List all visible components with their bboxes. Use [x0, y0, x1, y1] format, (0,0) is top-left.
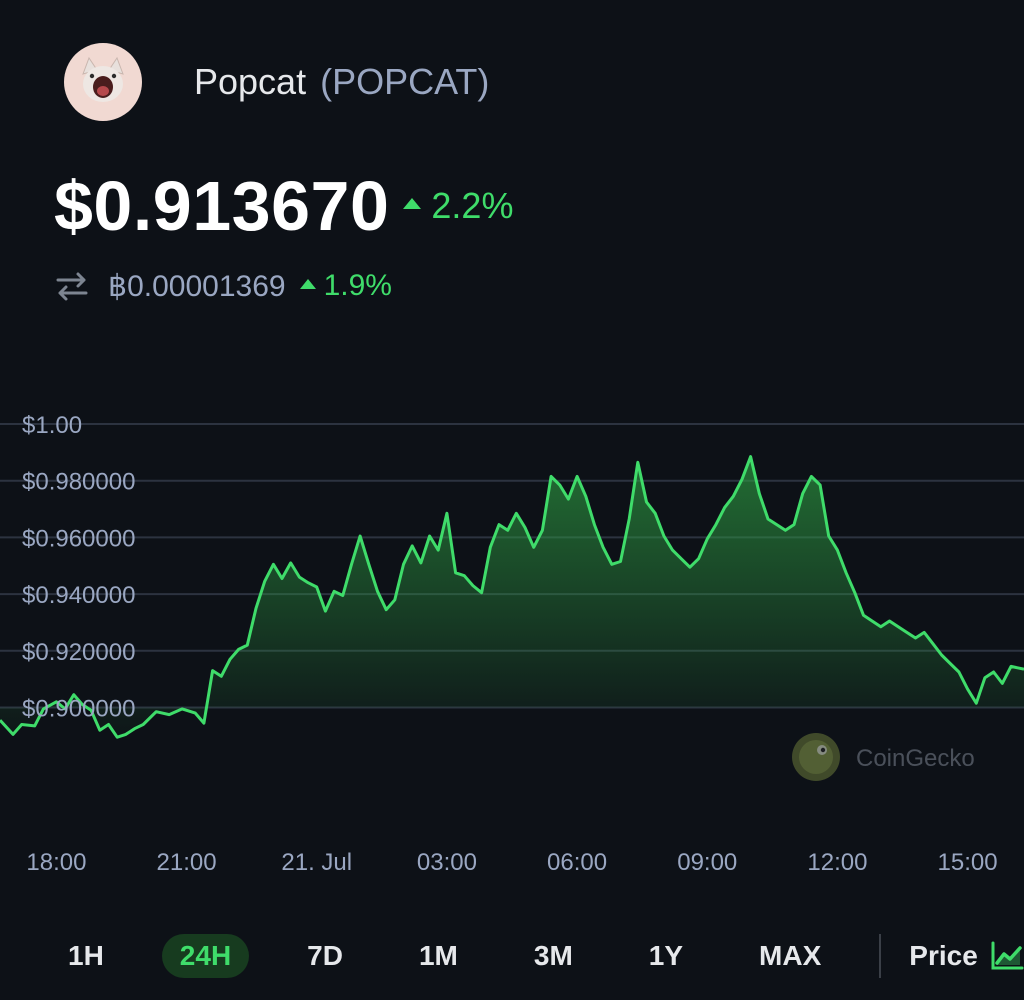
usd-price: $0.913670	[54, 167, 390, 245]
btc-price-row: ฿0.00001369 1.9%	[54, 268, 392, 304]
line-chart-icon	[991, 941, 1024, 970]
coin-header: Popcat (POPCAT)	[64, 42, 489, 122]
tab-7d[interactable]: 7D	[307, 940, 343, 971]
popcat-avatar-icon	[64, 43, 142, 121]
usd-change-value: 2.2%	[431, 185, 514, 226]
up-triangle-icon	[299, 279, 316, 289]
coingecko-watermark: CoinGecko	[792, 733, 975, 781]
watermark-text: CoinGecko	[856, 745, 975, 772]
tab-1y[interactable]: 1Y	[648, 940, 684, 971]
y-axis-tick-label: $0.940000	[22, 582, 135, 609]
btc-change-value: 1.9%	[323, 269, 392, 302]
time-range-tabs: 1H 24H 7D 1M 3M 1Y MAX Price	[50, 928, 1024, 984]
coin-name: Popcat	[194, 61, 307, 102]
btc-change: 1.9%	[299, 269, 392, 303]
x-axis-tick-label: 15:00	[938, 849, 998, 876]
tab-1m[interactable]: 1M	[418, 940, 458, 971]
price-row: $0.913670 2.2%	[54, 166, 513, 246]
up-triangle-icon	[403, 197, 422, 209]
x-axis-tick-label: 18:00	[26, 849, 86, 876]
tab-max[interactable]: MAX	[759, 940, 822, 971]
x-axis-tick-label: 21. Jul	[281, 849, 352, 876]
y-axis-tick-label: $0.960000	[22, 525, 135, 552]
x-axis-tick-label: 12:00	[807, 849, 867, 876]
price-chart[interactable]: $1.00 $0.980000 $0.960000 $0.940000 $0.92000…	[0, 380, 1024, 880]
price-toggle-label: Price	[909, 940, 978, 971]
tabs-divider	[879, 934, 882, 978]
btc-price: ฿0.00001369	[108, 269, 286, 303]
tab-24h[interactable]: 24H	[161, 934, 250, 978]
tab-3m[interactable]: 3M	[533, 940, 573, 971]
x-axis-tick-label: 06:00	[547, 849, 607, 876]
y-axis-tick-label: $0.920000	[22, 639, 135, 666]
y-axis-tick-label: $1.00	[22, 412, 82, 439]
swap-arrows-icon[interactable]	[54, 268, 90, 304]
usd-change: 2.2%	[403, 185, 513, 227]
x-axis-tick-label: 03:00	[417, 849, 477, 876]
y-axis-tick-label: $0.980000	[22, 469, 135, 496]
price-metric-toggle[interactable]: Price	[909, 940, 1024, 972]
x-axis-tick-label: 21:00	[157, 849, 217, 876]
price-line	[0, 455, 1024, 739]
y-axis-tick-label: $0.900000	[22, 695, 135, 722]
price-area	[0, 456, 1024, 738]
coin-symbol: (POPCAT)	[320, 61, 490, 102]
tab-1h[interactable]: 1H	[68, 940, 104, 971]
x-axis-tick-label: 09:00	[677, 849, 737, 876]
